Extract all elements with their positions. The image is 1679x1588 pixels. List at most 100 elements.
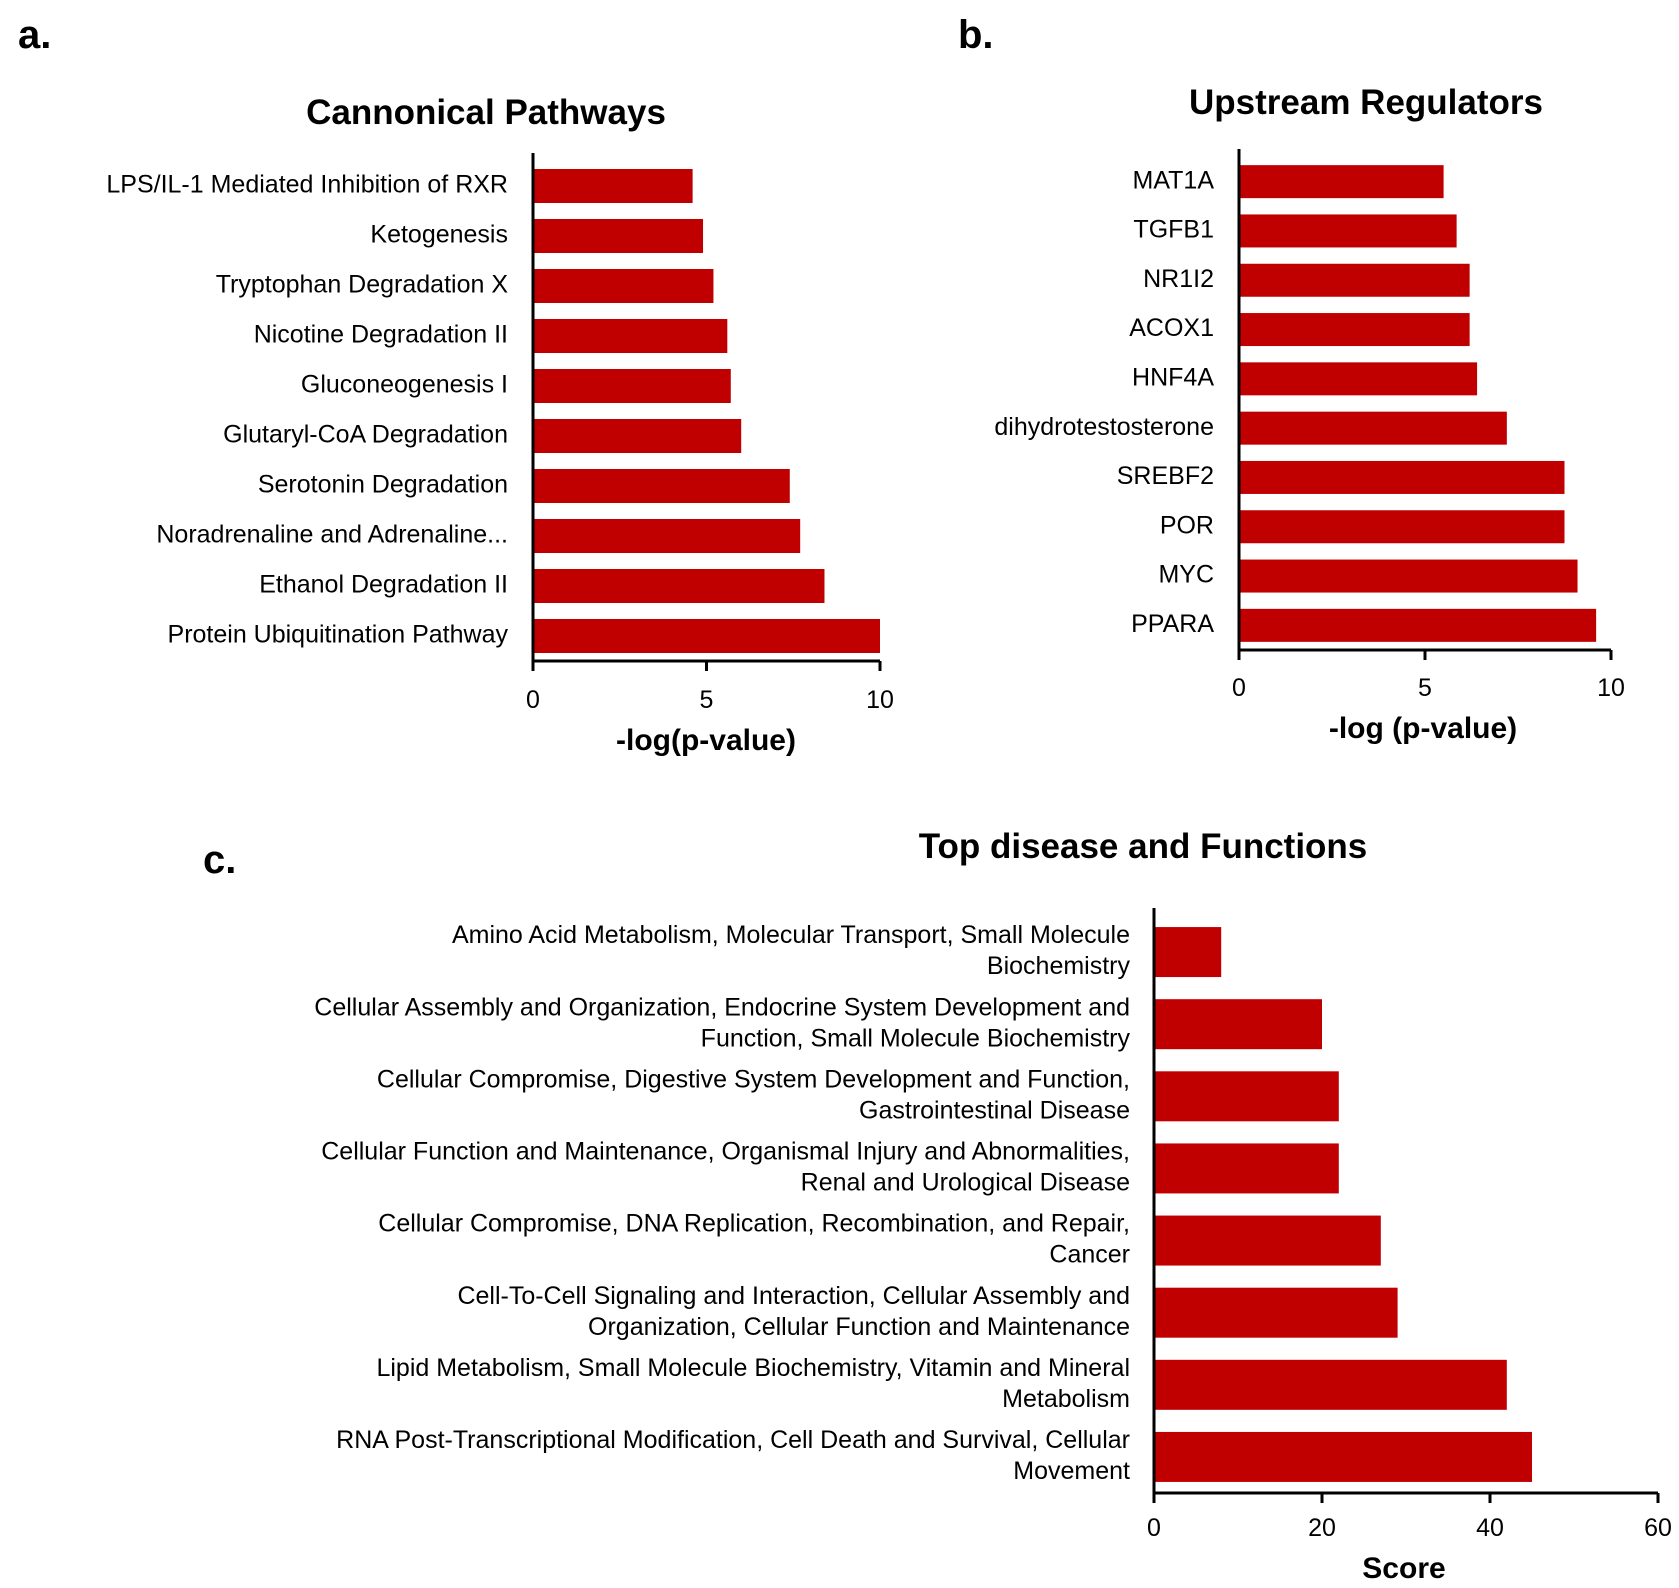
panel-c-bars xyxy=(1154,927,1532,1482)
bar xyxy=(533,419,742,453)
category-label: Nicotine Degradation II xyxy=(254,321,508,349)
panel-a-category-labels: LPS/IL-1 Mediated Inhibition of RXR Ketog… xyxy=(106,171,508,649)
panel-b-category-labels: MAT1A TGFB1 NR1I2 ACOX1 HNF4A dihydrotestoste… xyxy=(994,166,1214,638)
panel-b-tick-labels: 0 5 10 xyxy=(1232,674,1625,702)
bar xyxy=(533,469,790,503)
category-label: MYC xyxy=(1158,561,1214,589)
panel-a: a. Cannonical Pathways LPS/IL-1 Mediated… xyxy=(18,13,894,757)
category-label: Glutaryl-CoA Degradation xyxy=(223,421,508,449)
bar xyxy=(1154,1215,1381,1266)
panel-c: c. Top disease and Functions Amino Acid … xyxy=(203,827,1672,1585)
category-label: ACOX1 xyxy=(1129,314,1214,342)
panel-b-title: Upstream Regulators xyxy=(1189,83,1543,122)
bar xyxy=(533,269,714,303)
category-label: Cellular Function and Maintenance, Organ… xyxy=(321,1138,1130,1197)
panel-b: b. Upstream Regulators MAT1A TGFB1 NR1I2 AC… xyxy=(958,13,1625,745)
category-label: Cellular Assembly and Organization, Endo… xyxy=(314,993,1130,1052)
panel-b-x-axis-label: -log (p-value) xyxy=(1329,712,1517,745)
category-label: Lipid Metabolism, Small Molecule Biochem… xyxy=(376,1354,1130,1413)
panel-a-title: Cannonical Pathways xyxy=(306,93,666,132)
bar xyxy=(1239,313,1470,347)
panel-c-letter: c. xyxy=(203,838,236,882)
category-label-line: Cellular Compromise, Digestive System De… xyxy=(377,1065,1130,1093)
panel-b-axes xyxy=(1237,149,1613,660)
x-tick-label: 0 xyxy=(1232,674,1246,702)
panel-a-axes xyxy=(531,153,882,671)
category-label-line: Gastrointestinal Disease xyxy=(859,1096,1130,1124)
category-label-line: Cellular Compromise, DNA Replication, Re… xyxy=(378,1210,1130,1238)
category-label: POR xyxy=(1160,511,1214,539)
panel-b-letter: b. xyxy=(958,13,994,57)
panel-c-x-axis-label: Score xyxy=(1362,1552,1445,1585)
category-label-line: Function, Small Molecule Biochemistry xyxy=(701,1024,1131,1052)
category-label: Noradrenaline and Adrenaline... xyxy=(156,521,508,549)
bar xyxy=(1154,1359,1507,1410)
category-label-line: Cellular Function and Maintenance, Organ… xyxy=(321,1138,1130,1166)
panel-c-axes xyxy=(1152,908,1660,1503)
category-label: LPS/IL-1 Mediated Inhibition of RXR xyxy=(106,171,508,199)
category-label-line: Renal and Urological Disease xyxy=(801,1169,1130,1197)
x-tick-label: 40 xyxy=(1476,1514,1504,1542)
bar xyxy=(1239,559,1578,593)
category-label-line: Amino Acid Metabolism, Molecular Transpo… xyxy=(452,921,1130,949)
panel-a-bars xyxy=(533,169,880,653)
bar xyxy=(1154,927,1222,978)
category-label-line: Cancer xyxy=(1049,1241,1130,1269)
x-tick-label: 0 xyxy=(1147,1514,1161,1542)
bar xyxy=(1239,460,1565,494)
x-tick-label: 5 xyxy=(1418,674,1432,702)
bar xyxy=(1154,1431,1532,1482)
category-label-line: Biochemistry xyxy=(987,952,1131,980)
bar xyxy=(1154,999,1322,1050)
bar xyxy=(533,169,693,203)
category-label: Amino Acid Metabolism, Molecular Transpo… xyxy=(452,921,1131,980)
bar xyxy=(533,219,704,253)
category-label-line: Movement xyxy=(1013,1457,1130,1485)
category-label: Serotonin Degradation xyxy=(258,471,508,499)
category-label: dihydrotestosterone xyxy=(994,413,1214,441)
category-label: Cell-To-Cell Signaling and Interaction, … xyxy=(457,1282,1130,1341)
x-tick-label: 10 xyxy=(1597,674,1625,702)
bar xyxy=(1239,362,1478,396)
category-label: MAT1A xyxy=(1133,166,1215,194)
category-label: TGFB1 xyxy=(1133,216,1214,244)
panel-a-tick-labels: 0 5 10 xyxy=(526,686,894,714)
x-tick-label: 0 xyxy=(526,686,540,714)
bar xyxy=(1239,411,1507,445)
bar xyxy=(1154,1143,1339,1194)
bar xyxy=(1239,608,1597,642)
bar xyxy=(533,319,728,353)
category-label: NR1I2 xyxy=(1143,265,1214,293)
panel-a-x-axis-label: -log(p-value) xyxy=(616,724,796,757)
category-label: Tryptophan Degradation X xyxy=(216,271,509,299)
category-label-line: Cellular Assembly and Organization, Endo… xyxy=(314,993,1130,1021)
bar xyxy=(1239,214,1457,248)
category-label-line: Organization, Cellular Function and Main… xyxy=(588,1313,1130,1341)
category-label-line: Lipid Metabolism, Small Molecule Biochem… xyxy=(376,1354,1130,1382)
bar xyxy=(533,369,731,403)
category-label: Protein Ubiquitination Pathway xyxy=(168,621,509,649)
panel-c-title: Top disease and Functions xyxy=(919,827,1368,866)
panel-a-letter: a. xyxy=(18,13,51,57)
category-label-line: Cell-To-Cell Signaling and Interaction, … xyxy=(457,1282,1130,1310)
panel-b-bars xyxy=(1239,165,1597,642)
category-label: Ketogenesis xyxy=(370,221,508,249)
category-label: Ethanol Degradation II xyxy=(259,571,508,599)
category-label: Cellular Compromise, Digestive System De… xyxy=(377,1065,1130,1124)
category-label-line: RNA Post-Transcriptional Modification, C… xyxy=(336,1426,1130,1454)
category-label: RNA Post-Transcriptional Modification, C… xyxy=(336,1426,1130,1485)
panel-c-category-labels: Amino Acid Metabolism, Molecular Transpo… xyxy=(314,921,1130,1485)
bar xyxy=(1154,1071,1339,1122)
category-label: Cellular Compromise, DNA Replication, Re… xyxy=(378,1210,1130,1269)
bar xyxy=(533,569,825,603)
x-tick-label: 10 xyxy=(866,686,894,714)
category-label: HNF4A xyxy=(1132,363,1214,391)
category-label: Gluconeogenesis I xyxy=(301,371,508,399)
bar xyxy=(1239,510,1565,544)
x-tick-label: 60 xyxy=(1644,1514,1672,1542)
bar xyxy=(1154,1287,1398,1338)
category-label: PPARA xyxy=(1131,610,1214,638)
bar xyxy=(533,619,880,653)
bar xyxy=(1239,165,1444,199)
